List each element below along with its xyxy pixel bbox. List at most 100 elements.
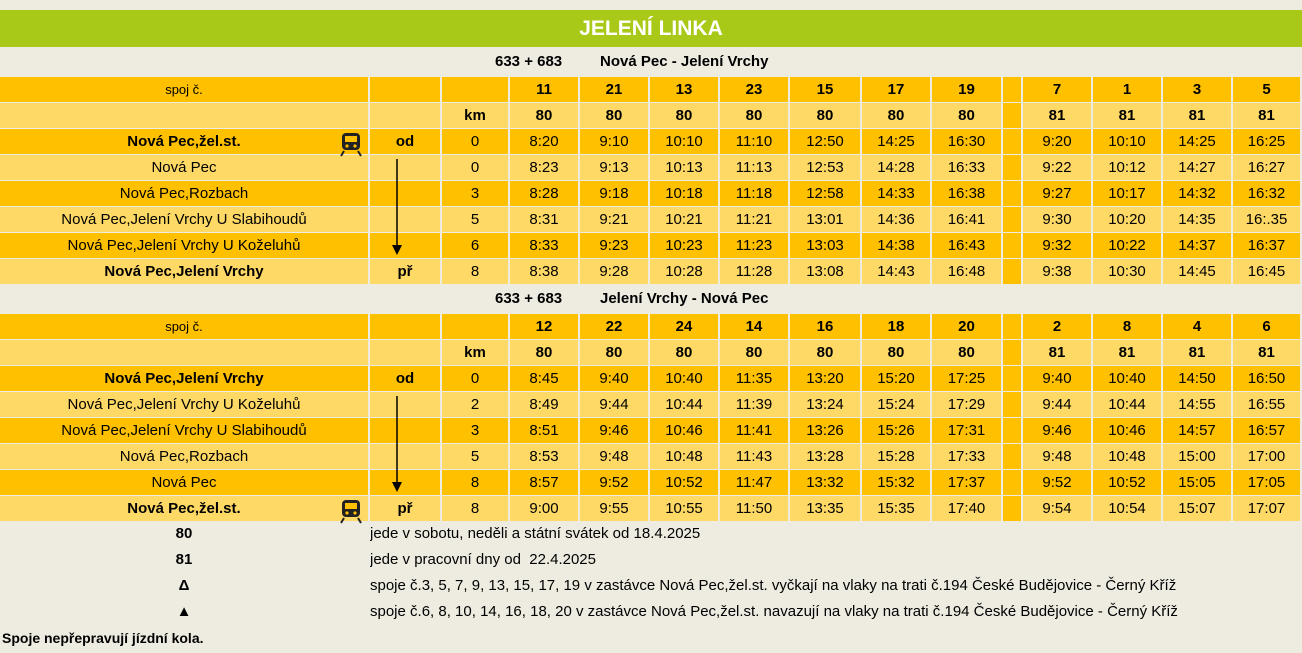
departure-time: 10:44 [1093,392,1161,417]
departure-time: 10:52 [1093,470,1161,495]
stop-km: 0 [442,129,508,154]
departure-time: 14:57 [1163,418,1231,443]
trip-number: 21 [580,77,648,102]
departure-time: 9:46 [1023,418,1091,443]
departure-time: 16:32 [1233,181,1300,206]
departure-time: 8:53 [510,444,578,469]
stop-name: Nová Pec,Rozbach [0,444,368,469]
trip-number: 15 [790,77,860,102]
day-code: 81 [1023,103,1091,128]
stop-mark [370,470,440,495]
trip-number: 1 [1093,77,1161,102]
trip-number: 7 [1023,77,1091,102]
stop-km: 8 [442,496,508,521]
trip-number: 24 [650,314,718,339]
day-code: 81 [1093,103,1161,128]
trip-number: 19 [932,77,1001,102]
gap [1003,496,1021,521]
departure-time: 13:08 [790,259,860,284]
departure-time: 9:20 [1023,129,1091,154]
train-icon [340,133,362,157]
gap [1003,314,1021,339]
departure-time: 8:33 [510,233,578,258]
footnote-symbol: 80 [175,525,193,542]
stop-mark: př [370,496,440,521]
stop-name: Nová Pec,Jelení Vrchy [0,259,368,284]
stop-km: 2 [442,392,508,417]
trip-number: 12 [510,314,578,339]
trip-number: 6 [1233,314,1300,339]
cell [442,314,508,339]
departure-time: 15:28 [862,444,930,469]
departure-time: 16:50 [1233,366,1300,391]
stop-mark [370,233,440,258]
cell [370,314,440,339]
day-code: 80 [932,340,1001,365]
trip-number: 11 [510,77,578,102]
departure-time: 16:27 [1233,155,1300,180]
direction-arrow [392,396,402,492]
departure-time: 10:48 [650,444,718,469]
train-icon [340,500,362,524]
departure-time: 9:32 [1023,233,1091,258]
departure-time: 10:55 [650,496,718,521]
departure-time: 15:26 [862,418,930,443]
departure-time: 17:40 [932,496,1001,521]
cell [0,340,368,365]
cell [442,77,508,102]
departure-time: 10:40 [1093,366,1161,391]
section-route: Jelení Vrchy - Nová Pec [600,289,769,307]
departure-time: 17:07 [1233,496,1300,521]
stop-name: Nová Pec,Jelení Vrchy U Koželuhů [0,233,368,258]
day-code: 80 [510,340,578,365]
trip-number: 17 [862,77,930,102]
stop-name: Nová Pec,Jelení Vrchy U Slabihoudů [0,418,368,443]
departure-time: 10:10 [1093,129,1161,154]
km-label: km [442,340,508,365]
departure-time: 17:00 [1233,444,1300,469]
gap [1003,470,1021,495]
trip-number: 14 [720,314,788,339]
trip-label: spoj č. [0,314,368,339]
stop-name: Nová Pec,Rozbach [0,181,368,206]
departure-time: 11:43 [720,444,788,469]
departure-time: 11:28 [720,259,788,284]
trip-number: 23 [720,77,788,102]
stop-km: 5 [442,444,508,469]
section-line: 633 + 683 [495,52,563,70]
departure-time: 8:20 [510,129,578,154]
departure-time: 13:28 [790,444,860,469]
departure-time: 9:48 [580,444,648,469]
departure-time: 16:38 [932,181,1001,206]
departure-time: 16:57 [1233,418,1300,443]
departure-time: 17:29 [932,392,1001,417]
stop-km: 0 [442,366,508,391]
stop-name: Nová Pec [0,470,368,495]
gap [1003,340,1021,365]
km-label: km [442,103,508,128]
departure-time: 11:47 [720,470,788,495]
departure-time: 17:33 [932,444,1001,469]
departure-time: 10:30 [1093,259,1161,284]
day-code: 80 [510,103,578,128]
departure-time: 14:37 [1163,233,1231,258]
direction-arrow [392,159,402,255]
departure-time: 16:33 [932,155,1001,180]
day-code: 80 [932,103,1001,128]
departure-time: 8:31 [510,207,578,232]
departure-time: 8:28 [510,181,578,206]
stop-mark [370,392,440,417]
departure-time: 10:21 [650,207,718,232]
stop-km: 8 [442,470,508,495]
gap [1003,259,1021,284]
departure-time: 15:20 [862,366,930,391]
departure-time: 10:48 [1093,444,1161,469]
departure-time: 10:10 [650,129,718,154]
departure-time: 17:37 [932,470,1001,495]
departure-time: 11:23 [720,233,788,258]
title: JELENÍ LINKA [0,10,1302,47]
departure-time: 9:44 [580,392,648,417]
departure-time: 11:21 [720,207,788,232]
departure-time: 9:48 [1023,444,1091,469]
departure-time: 9:28 [580,259,648,284]
